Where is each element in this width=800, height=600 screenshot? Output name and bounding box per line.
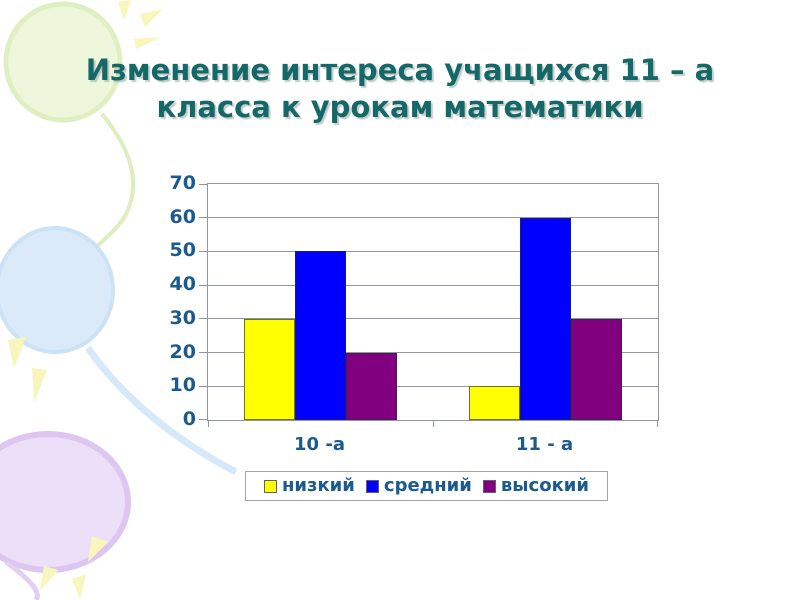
y-axis-tick-label: 40: [169, 273, 196, 296]
bar-высокий: [571, 318, 622, 420]
green-balloon-string: [78, 112, 136, 268]
y-axis-tick: [199, 385, 208, 387]
sparkle-icon: [140, 9, 163, 27]
y-axis-tick-label: 0: [182, 408, 196, 430]
slide-title: Изменение интереса учащихся 11 – а класс…: [0, 52, 800, 126]
chart-plot-area: [199, 183, 659, 427]
legend-label: низкий: [281, 475, 355, 496]
y-axis-tick-label: 30: [169, 306, 196, 329]
y-axis-tick-label: 60: [169, 205, 196, 228]
legend-label: средний: [383, 475, 472, 496]
bar-высокий: [346, 352, 397, 420]
legend-entry: высокий: [482, 475, 590, 496]
gridline: [208, 250, 658, 252]
slide-title-line1: Изменение интереса учащихся 11 – а: [85, 53, 715, 87]
x-axis-category-label: 11 - а: [515, 434, 574, 455]
purple-balloon-icon: [0, 431, 131, 573]
y-axis-tick: [199, 284, 208, 286]
y-axis-tick-label: 10: [169, 374, 196, 397]
bar-низкий: [244, 318, 295, 420]
gridline: [208, 318, 658, 320]
gridline: [208, 385, 658, 387]
sparkle-icon: [118, 0, 131, 20]
sparkle-icon: [8, 337, 26, 368]
legend-swatch: [482, 479, 496, 493]
gridline: [208, 352, 658, 354]
legend-swatch: [263, 479, 277, 493]
sparkle-icon: [32, 368, 47, 403]
y-axis-tick-label: 20: [169, 340, 196, 363]
y-axis-tick: [199, 184, 208, 185]
bar-низкий: [469, 386, 520, 420]
bar-средний: [295, 251, 346, 420]
y-axis-tick: [199, 318, 208, 320]
legend-entry: средний: [365, 475, 472, 496]
legend-label: высокий: [500, 475, 590, 496]
blue-balloon-icon: [0, 226, 115, 354]
purple-balloon-string: [4, 559, 40, 600]
x-axis-tick: [432, 420, 434, 427]
y-axis-tick: [199, 217, 208, 219]
bar-средний: [520, 217, 571, 420]
x-axis-tick: [657, 420, 658, 427]
x-axis-tick: [208, 420, 209, 427]
sparkle-icon: [134, 37, 161, 49]
gridline: [208, 217, 658, 219]
y-axis-tick-label: 50: [169, 239, 196, 262]
y-axis-tick-label: 70: [169, 172, 196, 194]
legend-swatch: [365, 479, 379, 493]
x-axis-category-label: 10 -а: [294, 434, 345, 455]
legend-entry: низкий: [263, 475, 355, 496]
sparkle-icon: [40, 566, 58, 591]
gridline: [208, 284, 658, 286]
sparkle-icon: [72, 574, 86, 600]
sparkle-icon: [88, 536, 108, 562]
y-axis-tick: [199, 419, 208, 420]
slide-title-line2: класса к урокам математики: [156, 90, 644, 124]
chart-legend: низкий средний высокий: [245, 471, 608, 501]
y-axis-tick: [199, 352, 208, 354]
y-axis-tick: [199, 250, 208, 252]
